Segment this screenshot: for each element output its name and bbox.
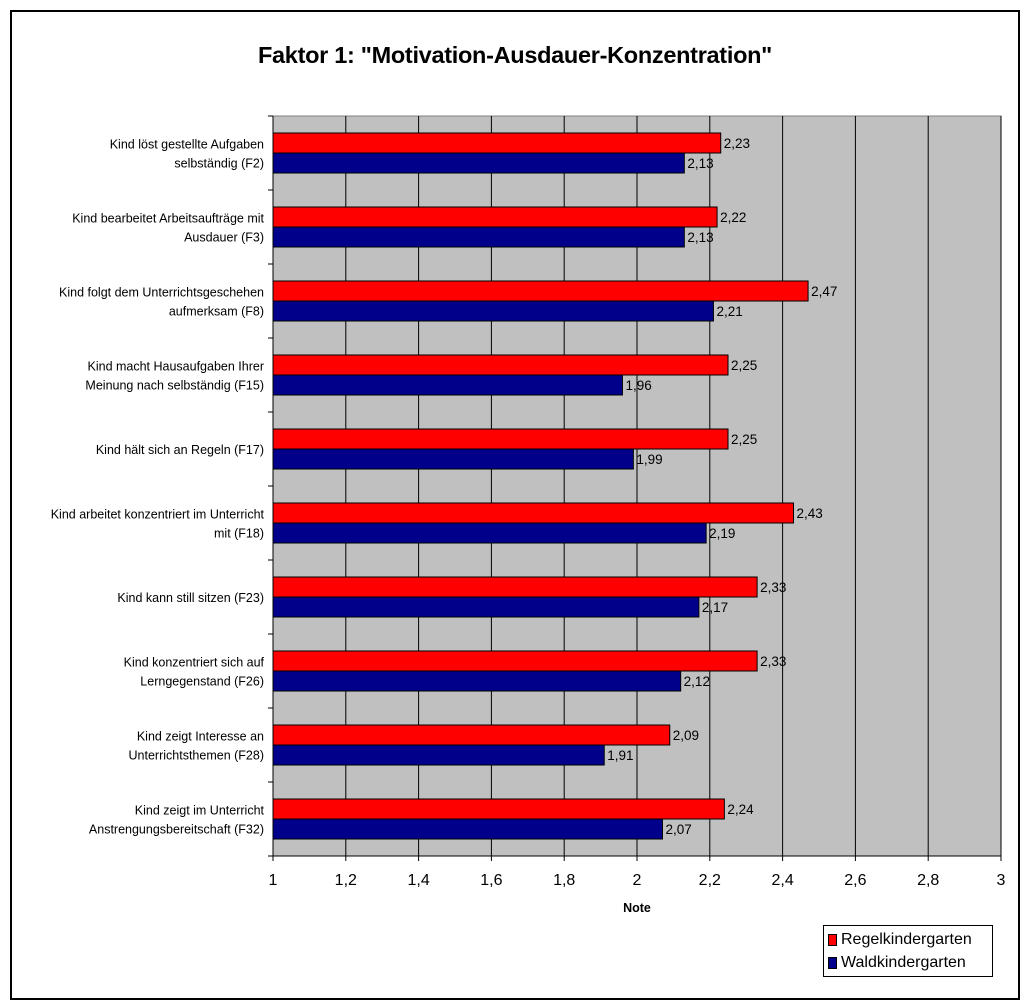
data-label-waldkindergarten: 2,07 bbox=[665, 822, 691, 837]
category-label: Kind löst gestellte Aufgaben bbox=[110, 138, 264, 152]
x-tick-label: 1,6 bbox=[480, 872, 502, 889]
data-label-waldkindergarten: 2,12 bbox=[684, 674, 710, 689]
bar-regelkindergarten bbox=[272, 354, 729, 376]
data-label-regelkindergarten: 2,33 bbox=[760, 654, 786, 669]
chart-title: Faktor 1: "Motivation-Ausdauer-Konzentra… bbox=[257, 42, 773, 68]
x-tick-label: 1 bbox=[269, 872, 278, 889]
x-tick-label: 2,8 bbox=[917, 872, 939, 889]
category-label: Kind zeigt im Unterricht bbox=[135, 804, 265, 818]
category-label: Kind konzentriert sich auf bbox=[124, 656, 265, 670]
data-label-waldkindergarten: 1,96 bbox=[625, 378, 651, 393]
x-tick-label: 2,2 bbox=[699, 872, 721, 889]
legend-item-regelkindergarten: Regelkindergarten bbox=[828, 929, 972, 951]
legend-label-waldkindergarten: Waldkindergarten bbox=[841, 954, 966, 971]
category-label: Kind arbeitet konzentriert im Unterricht bbox=[51, 508, 265, 522]
bar-waldkindergarten bbox=[272, 374, 623, 396]
data-label-waldkindergarten: 2,19 bbox=[709, 526, 735, 541]
category-label: Anstrengungsbereitschaft (F32) bbox=[89, 823, 264, 837]
bar-waldkindergarten bbox=[272, 448, 634, 470]
category-label: aufmerksam (F8) bbox=[169, 305, 264, 319]
bar-regelkindergarten bbox=[272, 502, 795, 524]
data-label-regelkindergarten: 2,47 bbox=[811, 284, 837, 299]
bar-waldkindergarten bbox=[272, 670, 682, 692]
bar-regelkindergarten bbox=[272, 206, 718, 228]
data-label-waldkindergarten: 2,13 bbox=[687, 230, 713, 245]
bar-waldkindergarten bbox=[272, 300, 714, 322]
bar-regelkindergarten bbox=[272, 798, 725, 820]
data-label-waldkindergarten: 1,91 bbox=[607, 748, 633, 763]
data-label-regelkindergarten: 2,33 bbox=[760, 580, 786, 595]
data-label-waldkindergarten: 2,13 bbox=[687, 156, 713, 171]
bar-regelkindergarten bbox=[272, 576, 758, 598]
category-label: Unterrichtsthemen (F28) bbox=[129, 749, 264, 763]
data-label-regelkindergarten: 2,23 bbox=[724, 136, 750, 151]
bar-regelkindergarten bbox=[272, 650, 758, 672]
legend: Regelkindergarten Waldkindergarten bbox=[823, 925, 993, 977]
category-label: Lerngegenstand (F26) bbox=[140, 675, 264, 689]
data-label-waldkindergarten: 1,99 bbox=[636, 452, 662, 467]
legend-item-waldkindergarten: Waldkindergarten bbox=[828, 952, 966, 974]
category-label: Ausdauer (F3) bbox=[184, 231, 264, 245]
category-label: Kind macht Hausaufgaben Ihrer bbox=[88, 360, 265, 374]
data-label-regelkindergarten: 2,25 bbox=[731, 432, 757, 447]
x-tick-label: 1,8 bbox=[553, 872, 575, 889]
x-tick-label: 3 bbox=[997, 872, 1006, 889]
legend-swatch-regelkindergarten bbox=[828, 934, 837, 946]
bar-waldkindergarten bbox=[272, 744, 605, 766]
bar-waldkindergarten bbox=[272, 226, 685, 248]
category-label: selbständig (F2) bbox=[174, 157, 264, 171]
data-label-waldkindergarten: 2,17 bbox=[702, 600, 728, 615]
bar-waldkindergarten bbox=[272, 152, 685, 174]
x-axis-title: Note bbox=[623, 901, 651, 915]
data-label-waldkindergarten: 2,21 bbox=[716, 304, 742, 319]
category-label: Kind hält sich an Regeln (F17) bbox=[96, 443, 264, 457]
bar-regelkindergarten bbox=[272, 724, 671, 746]
category-label: mit (F18) bbox=[214, 527, 264, 541]
data-label-regelkindergarten: 2,22 bbox=[720, 210, 746, 225]
data-label-regelkindergarten: 2,25 bbox=[731, 358, 757, 373]
category-label: Kind folgt dem Unterrichtsgeschehen bbox=[59, 286, 264, 300]
data-label-regelkindergarten: 2,43 bbox=[797, 506, 823, 521]
category-label: Kind bearbeitet Arbeitsaufträge mit bbox=[72, 212, 264, 226]
bar-regelkindergarten bbox=[272, 428, 729, 450]
x-tick-label: 1,4 bbox=[407, 872, 429, 889]
category-label: Kind kann still sitzen (F23) bbox=[117, 591, 264, 605]
x-tick-label: 2,4 bbox=[771, 872, 793, 889]
data-label-regelkindergarten: 2,09 bbox=[673, 728, 699, 743]
x-tick-label: 2 bbox=[633, 872, 642, 889]
legend-label-regelkindergarten: Regelkindergarten bbox=[841, 931, 972, 948]
category-label: Meinung nach selbständig (F15) bbox=[85, 379, 264, 393]
category-label: Kind zeigt Interesse an bbox=[137, 730, 264, 744]
x-tick-label: 2,6 bbox=[844, 872, 866, 889]
bar-regelkindergarten bbox=[272, 132, 722, 154]
bar-waldkindergarten bbox=[272, 596, 700, 618]
bar-regelkindergarten bbox=[272, 280, 809, 302]
legend-swatch-waldkindergarten bbox=[828, 957, 837, 969]
bar-waldkindergarten bbox=[272, 818, 663, 840]
data-label-regelkindergarten: 2,24 bbox=[727, 802, 754, 817]
x-tick-label: 1,2 bbox=[335, 872, 357, 889]
bar-waldkindergarten bbox=[272, 522, 707, 544]
